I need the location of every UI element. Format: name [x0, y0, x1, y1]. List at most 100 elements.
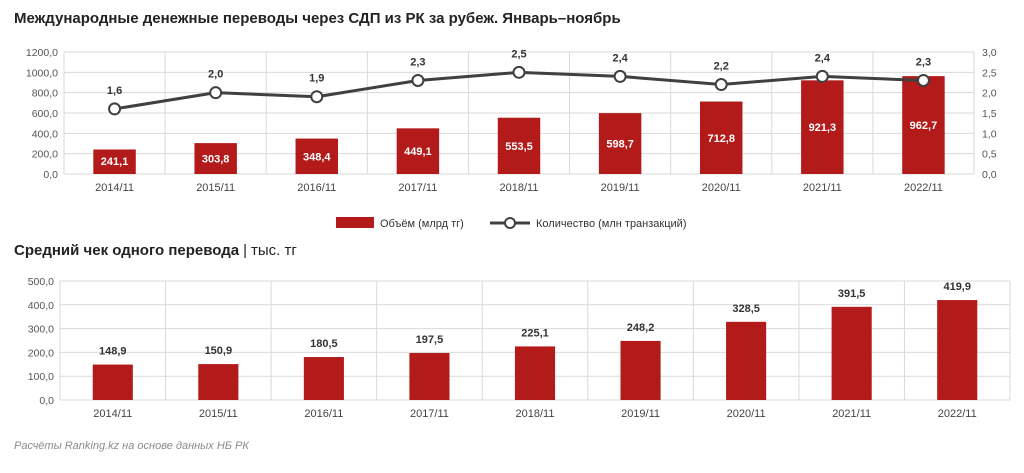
count-point-label: 2,0	[208, 69, 223, 81]
count-point-label: 2,4	[612, 52, 628, 64]
x-tick-label: 2014/11	[95, 182, 134, 194]
y-tick-label: 0,0	[39, 395, 54, 407]
average-check-bar-label: 248,2	[627, 322, 655, 334]
average-check-bar-label: 391,5	[838, 288, 866, 300]
average-check-bar	[303, 357, 344, 400]
volume-bar-label: 241,1	[101, 156, 129, 168]
x-tick-label: 2019/11	[601, 182, 640, 194]
count-point	[815, 69, 829, 83]
x-tick-label: 2016/11	[304, 408, 343, 420]
y-left-tick-label: 800,0	[32, 88, 58, 100]
legend-volume-swatch	[336, 217, 374, 228]
average-check-bar-label: 180,5	[310, 338, 338, 350]
count-point	[310, 90, 324, 104]
x-tick-label: 2017/11	[410, 408, 449, 420]
volume-bar-label: 921,3	[809, 122, 837, 134]
average-check-bar-label: 328,5	[732, 303, 760, 315]
count-point	[512, 65, 526, 79]
y-right-tick-label: 0,0	[982, 169, 997, 181]
count-point	[613, 69, 627, 83]
y-tick-label: 500,0	[28, 276, 54, 288]
count-point	[916, 73, 930, 87]
count-point	[714, 78, 728, 92]
average-check-bar	[514, 346, 556, 400]
y-right-tick-label: 3,0	[982, 47, 997, 59]
legend-volume-label: Объём (млрд тг)	[380, 218, 464, 230]
legend-count-swatch-marker	[504, 217, 516, 229]
volume-bar	[396, 128, 440, 174]
x-tick-label: 2021/11	[803, 182, 842, 194]
x-tick-label: 2018/11	[516, 408, 555, 420]
x-tick-label: 2019/11	[621, 408, 660, 420]
x-tick-label: 2017/11	[398, 182, 437, 194]
y-left-tick-label: 200,0	[32, 149, 58, 161]
count-point-label: 2,4	[815, 52, 831, 64]
volume-bar-label: 449,1	[404, 146, 432, 158]
count-point-label: 2,3	[410, 56, 425, 68]
x-tick-label: 2022/11	[904, 182, 943, 194]
x-tick-label: 2015/11	[196, 182, 235, 194]
subtitle-unit: тыс. тг	[251, 242, 297, 259]
volume-bar-label: 598,7	[606, 139, 634, 151]
volume-bar-label: 712,8	[707, 133, 735, 145]
x-tick-label: 2020/11	[727, 408, 766, 420]
y-right-tick-label: 0,5	[982, 149, 997, 161]
average-check-bar-label: 148,9	[99, 346, 127, 358]
volume-bar	[194, 143, 237, 174]
y-tick-label: 400,0	[28, 300, 54, 312]
y-left-tick-label: 600,0	[32, 108, 58, 120]
y-left-tick-label: 400,0	[32, 128, 58, 140]
count-point	[209, 86, 223, 100]
count-point-label: 1,9	[309, 73, 324, 85]
y-right-tick-label: 1,5	[982, 108, 997, 120]
x-tick-label: 2020/11	[702, 182, 741, 194]
y-tick-label: 200,0	[28, 347, 54, 359]
average-check-bar	[620, 340, 661, 400]
count-point-label: 2,2	[714, 61, 729, 73]
count-point	[108, 102, 122, 116]
volume-bar	[801, 80, 844, 174]
volume-bar-label: 553,5	[505, 141, 533, 153]
y-left-tick-label: 1000,0	[26, 67, 58, 79]
x-tick-label: 2022/11	[938, 408, 977, 420]
volume-bar	[295, 138, 339, 174]
subtitle-text: Средний чек одного перевода	[14, 242, 240, 259]
count-point-label: 1,6	[107, 85, 122, 97]
volume-bar	[699, 101, 743, 174]
average-check-bar	[409, 352, 450, 400]
volume-bar	[497, 117, 541, 174]
x-tick-label: 2021/11	[832, 408, 871, 420]
y-right-tick-label: 2,5	[982, 67, 997, 79]
x-tick-label: 2018/11	[500, 182, 539, 194]
source-note: Расчёты Ranking.kz на основе данных НБ Р…	[14, 440, 249, 452]
average-check-bar-label: 197,5	[416, 334, 444, 346]
volume-bar-label: 303,8	[202, 154, 230, 166]
average-check-bar	[198, 364, 239, 400]
y-tick-label: 300,0	[28, 324, 54, 336]
volume-bar-label: 348,4	[303, 151, 331, 163]
average-check-bar-label: 150,9	[205, 345, 233, 357]
subtitle: Средний чек одного перевода | тыс. тг	[14, 242, 297, 259]
legend-count-label: Количество (млн транзакций)	[536, 218, 686, 230]
y-left-tick-label: 1200,0	[26, 47, 58, 59]
y-right-tick-label: 2,0	[982, 88, 997, 100]
x-tick-label: 2015/11	[199, 408, 238, 420]
chart-title: Международные денежные переводы через СД…	[14, 10, 621, 27]
volume-bar	[902, 76, 945, 174]
volume-bar	[93, 149, 136, 174]
average-check-bar-label: 225,1	[521, 327, 549, 339]
average-check-bar	[831, 306, 872, 400]
volume-bar	[598, 113, 642, 174]
y-left-tick-label: 0,0	[43, 169, 58, 181]
average-check-bar	[726, 321, 767, 400]
x-tick-label: 2016/11	[297, 182, 336, 194]
x-tick-label: 2014/11	[93, 408, 132, 420]
count-point	[411, 73, 425, 87]
volume-bar-label: 962,7	[910, 120, 938, 132]
subtitle-separator: |	[243, 242, 248, 259]
volume-count-chart: 0,0 200,0 400,0 600,0 800,0 1000,0 1200,0 0,0 0,…	[26, 47, 997, 230]
y-right-tick-label: 1,0	[982, 128, 997, 140]
count-point-label: 2,3	[916, 56, 931, 68]
